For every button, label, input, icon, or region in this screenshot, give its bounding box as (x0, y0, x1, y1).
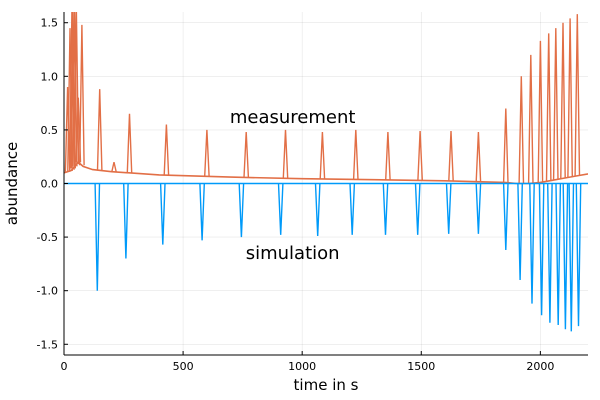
series-0-peak-24 (537, 40, 544, 183)
series-1-peak-6 (314, 183, 321, 237)
y-tick-label-5: 1.0 (41, 70, 59, 83)
series-1-peak-19 (568, 183, 575, 332)
x-ticks: 0 500 1000 1500 2000 (61, 351, 554, 373)
series-0-peak-15 (319, 131, 326, 180)
series-1-peak-3 (199, 183, 205, 241)
x-tick-label-4: 2000 (526, 360, 554, 373)
plot-area (64, 12, 588, 332)
y-ticks: -1.5 -1.0 -0.5 0.0 0.5 1.0 1.5 (37, 17, 68, 351)
y-tick-label-1: -1.0 (37, 285, 58, 298)
series-0-peak-16 (352, 129, 359, 180)
series-1-peak-2 (159, 183, 166, 245)
annotation-measurement: measurement (230, 107, 356, 128)
series-layer (64, 12, 588, 332)
series-1-peak-9 (414, 183, 421, 235)
series-1-peak-20 (575, 183, 582, 327)
x-tick-label-1: 500 (173, 360, 194, 373)
series-1-peak-0 (94, 183, 101, 291)
series-0-peak-10 (126, 113, 133, 173)
series-0-peak-23 (527, 54, 534, 184)
series-0-peak-28 (567, 18, 573, 178)
series-1-peak-14 (529, 183, 535, 304)
series-0-peak-25 (545, 33, 552, 181)
series-1 (64, 182, 588, 332)
series-1-peak-12 (502, 183, 509, 251)
series-0-peak-22 (518, 76, 525, 184)
series-1-peak-13 (517, 183, 523, 281)
series-1-peak-18 (562, 183, 569, 330)
x-axis-label: time in s (294, 376, 359, 394)
series-0-peak-21 (502, 108, 509, 183)
series-0-peak-12 (204, 129, 210, 177)
series-1-peak-1 (123, 183, 129, 259)
series-1-peak-10 (445, 183, 452, 234)
series-0-baseline (64, 160, 588, 185)
x-tick-label-2: 1000 (288, 360, 316, 373)
series-1-peak-7 (349, 183, 356, 235)
series-0-peak-13 (243, 131, 250, 178)
y-tick-label-0: -1.5 (37, 338, 58, 351)
series-0-peak-14 (282, 129, 289, 179)
series-1-peak-17 (555, 183, 562, 326)
series-1-peak-11 (475, 183, 482, 234)
series-0-peak-18 (417, 130, 423, 181)
series-0-peak-26 (552, 28, 559, 180)
x-tick-label-0: 0 (61, 360, 68, 373)
series-0-peak-7 (79, 24, 85, 166)
series-0-peak-9 (111, 161, 117, 173)
y-tick-label-2: -0.5 (37, 231, 58, 244)
series-0 (64, 12, 588, 185)
series-1-peak-4 (238, 183, 245, 238)
y-axis-label: abundance (3, 142, 21, 225)
y-tick-label-3: 0.0 (41, 178, 59, 191)
x-tick-label-3: 1500 (407, 360, 435, 373)
series-0-peak-0 (64, 86, 71, 172)
series-1-peak-8 (382, 183, 389, 235)
series-0-peak-8 (96, 89, 103, 171)
series-1-peak-5 (277, 183, 284, 235)
series-0-peak-17 (385, 131, 391, 181)
y-tick-label-4: 0.5 (41, 124, 59, 137)
series-0-peak-19 (448, 130, 454, 182)
series-0-peak-27 (560, 22, 566, 179)
series-1-peak-15 (538, 183, 545, 316)
series-0-peak-20 (475, 131, 482, 182)
y-tick-label-6: 1.5 (41, 17, 59, 30)
series-0-peak-29 (574, 14, 581, 176)
series-0-peak-11 (163, 124, 170, 176)
series-1-peak-16 (547, 183, 553, 323)
series-0-peak-4 (71, 12, 78, 167)
annotation-simulation: simulation (246, 243, 340, 264)
